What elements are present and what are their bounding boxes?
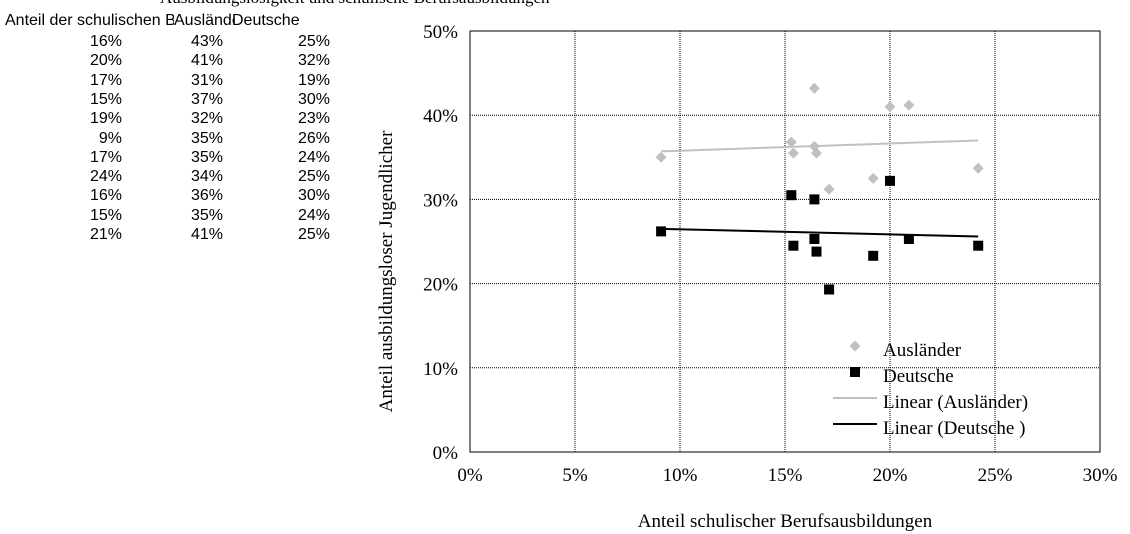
table-cell: 30% xyxy=(297,90,330,108)
table-cell: 16% xyxy=(89,187,122,205)
point-deutsche xyxy=(809,194,820,205)
point-deutsche xyxy=(903,233,914,244)
x-tick-label: 15% xyxy=(768,465,803,486)
table-cell: 43% xyxy=(190,33,223,50)
x-tick-label: 10% xyxy=(663,465,698,486)
table-cell: 24% xyxy=(89,168,122,186)
chart-gridlines xyxy=(470,31,1100,452)
data-points xyxy=(655,82,984,295)
table-cell: 35% xyxy=(190,206,223,224)
legend-marker-1 xyxy=(850,367,860,377)
point-deutsche xyxy=(973,240,984,251)
y-tick-label: 20% xyxy=(423,275,458,296)
point-auslaender xyxy=(823,183,835,195)
table-cell: 9% xyxy=(98,129,122,147)
point-auslaender xyxy=(808,82,820,94)
point-auslaender xyxy=(808,140,820,152)
table-cell: 19% xyxy=(297,71,330,89)
table-cell: 17% xyxy=(89,71,122,89)
table-cell: 25% xyxy=(297,168,330,186)
table-cell: 37% xyxy=(190,90,223,108)
x-tick-label: 20% xyxy=(873,465,908,486)
x-tick-label: 30% xyxy=(1083,465,1118,486)
table-cell: 25% xyxy=(297,226,330,243)
table-cell: 20% xyxy=(89,52,122,70)
y-tick-label: 30% xyxy=(423,190,458,211)
y-tick-labels: 0% 10% 20% 30% 40% 50% xyxy=(423,22,458,464)
table-cell: 30% xyxy=(297,187,330,205)
legend-label-0: Ausländer xyxy=(883,340,962,361)
x-axis-label: Anteil schulischer Berufsausbildungen xyxy=(638,511,933,532)
y-tick-label: 0% xyxy=(433,443,459,464)
y-axis-label: Anteil ausbildungsloser Jugendlicher xyxy=(376,130,397,412)
table-cell: 41% xyxy=(190,226,223,243)
table-cell: 17% xyxy=(89,148,122,166)
table-cell: 32% xyxy=(190,110,223,128)
table-cell: 35% xyxy=(190,148,223,166)
table-cell: 21% xyxy=(89,226,122,243)
point-auslaender xyxy=(785,136,797,148)
point-deutsche xyxy=(885,175,895,186)
legend-marker-0 xyxy=(849,340,861,352)
trendline-auslaender xyxy=(661,139,979,153)
y-tick-label: 40% xyxy=(423,106,458,127)
table-cell: 15% xyxy=(89,206,122,224)
point-auslaender xyxy=(903,99,915,111)
table-cell: 32% xyxy=(297,52,330,70)
legend-trend-label-1: Linear (Deutsche ) xyxy=(883,418,1025,439)
point-deutsche xyxy=(786,190,797,201)
table-header-0: Anteil der schulischen Berufsausbildunge… xyxy=(5,12,174,29)
plot-area xyxy=(469,30,1101,453)
point-auslaender xyxy=(867,172,879,184)
x-tick-label: 5% xyxy=(562,465,588,486)
chart-title: Ausbildungslosigkeit und schulische Beru… xyxy=(160,0,1060,10)
point-deutsche xyxy=(788,240,799,251)
x-tick-label: 25% xyxy=(978,465,1013,486)
x-tick-labels: 0% 5% 10% 15% 20% 25% 30% xyxy=(457,465,1117,486)
x-tick-label: 0% xyxy=(457,465,483,486)
legend: Ausländer Deutsche Linear (Ausländer) Linea… xyxy=(833,340,1028,439)
table-cell: 35% xyxy=(190,129,223,147)
table-cell: 26% xyxy=(297,129,330,147)
table-cell: 24% xyxy=(297,148,330,166)
point-auslaender xyxy=(787,147,799,159)
point-deutsche xyxy=(809,233,820,244)
table-cell: 16% xyxy=(89,33,122,50)
table-cell: 36% xyxy=(190,187,223,205)
point-auslaender xyxy=(972,162,984,174)
table-cell: 19% xyxy=(89,110,122,128)
trendlines xyxy=(661,139,979,238)
point-deutsche xyxy=(868,250,879,261)
table-cell: 34% xyxy=(190,168,223,186)
table-header-1: Ausländer xyxy=(174,12,234,29)
table-cell: 24% xyxy=(297,206,330,224)
table-cell: 41% xyxy=(190,52,223,70)
legend-label-1: Deutsche xyxy=(883,366,954,387)
point-auslaender xyxy=(655,151,667,163)
point-auslaender xyxy=(884,101,896,113)
y-tick-label: 10% xyxy=(423,359,458,380)
table-cell: 23% xyxy=(297,110,330,128)
table-cell: 31% xyxy=(190,71,223,89)
table-cell: 25% xyxy=(297,33,330,50)
point-deutsche xyxy=(656,226,667,237)
legend-trend-label-0: Linear (Ausländer) xyxy=(883,392,1028,413)
point-deutsche xyxy=(811,246,822,257)
table-cell: 15% xyxy=(89,90,122,108)
table-header-2: Deutsche xyxy=(232,12,300,29)
point-deutsche xyxy=(824,284,835,295)
y-tick-label: 50% xyxy=(423,22,458,43)
trendline-deutsche xyxy=(661,227,979,238)
